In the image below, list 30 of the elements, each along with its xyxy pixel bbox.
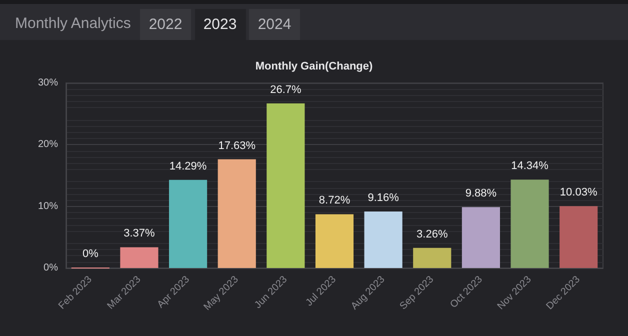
- data-label: 10.03%: [560, 186, 598, 199]
- data-label: 8.72%: [318, 194, 350, 207]
- data-label: 26.7%: [270, 84, 302, 96]
- y-tick-label: 20%: [38, 139, 58, 150]
- text: 2024: [249, 9, 300, 40]
- data-label: 3.26%: [416, 228, 448, 240]
- chart-title: Monthly Analytics: [15, 15, 131, 32]
- data-label: 3.37%: [124, 228, 156, 240]
- bar: [169, 180, 208, 268]
- data-label: 9.16%: [368, 192, 400, 204]
- bar: [413, 248, 452, 268]
- data-label: 17.63%: [218, 140, 256, 152]
- bar: [560, 206, 598, 268]
- y-tick-label: 10%: [38, 200, 58, 212]
- bar: [462, 207, 500, 268]
- bar: [510, 180, 549, 268]
- bar: [218, 159, 256, 268]
- bar: [120, 247, 158, 268]
- data-label: 14.34%: [511, 160, 549, 172]
- data-label: 0%: [82, 248, 99, 260]
- text: 2023: [194, 9, 246, 40]
- data-label: 9.88%: [465, 188, 497, 200]
- chart-subtitle: Monthly Gain(Change): [255, 60, 373, 72]
- data-label: 14.29%: [169, 160, 207, 172]
- bar: [364, 212, 402, 268]
- y-tick-label: 30%: [38, 78, 58, 88]
- bar: [315, 214, 354, 268]
- text: 2022: [140, 9, 191, 40]
- bar: [266, 103, 305, 268]
- y-tick-label: 0%: [44, 262, 58, 274]
